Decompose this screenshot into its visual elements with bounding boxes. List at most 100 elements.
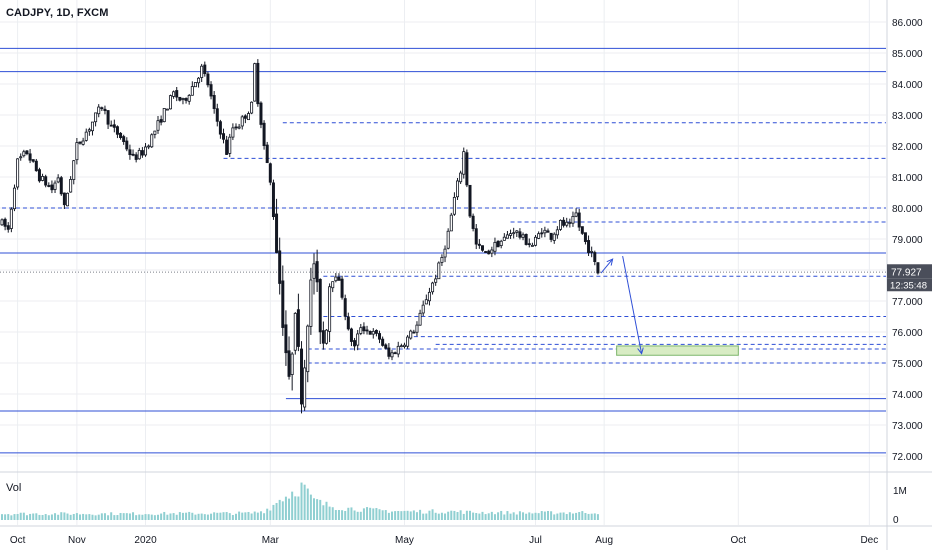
- candle-body: [300, 348, 304, 405]
- volume-bar: [356, 511, 359, 520]
- candle-body: [381, 338, 385, 346]
- volume-bar: [440, 512, 443, 520]
- time-tick-label: Dec: [860, 535, 878, 546]
- candle-body: [512, 232, 516, 235]
- price-tick-label: 84.000: [892, 80, 923, 91]
- volume-bar: [537, 513, 540, 520]
- volume-bar: [372, 508, 375, 520]
- volume-bar: [387, 512, 390, 520]
- volume-bar: [241, 512, 244, 520]
- volume-bar: [596, 514, 599, 520]
- candle-body: [356, 333, 360, 346]
- volume-bar: [581, 511, 584, 520]
- candle-body: [178, 96, 182, 101]
- candle-body: [490, 249, 494, 254]
- volume-bar: [210, 513, 213, 520]
- volume-bar: [394, 511, 397, 520]
- candle-body: [109, 124, 113, 127]
- price-tick-label: 86.000: [892, 18, 923, 29]
- candle-body: [384, 344, 388, 349]
- candle-body: [296, 309, 300, 347]
- volume-bar: [453, 510, 456, 520]
- candle-body: [90, 121, 94, 132]
- candle-body: [22, 151, 26, 157]
- volume-bar: [100, 513, 103, 520]
- candle-body: [462, 151, 466, 175]
- symbol-title: CADJPY, 1D, FXCM: [6, 7, 109, 19]
- candle-body: [587, 240, 591, 253]
- candle-body: [97, 106, 101, 115]
- volume-bar: [22, 512, 25, 520]
- candle-body: [509, 233, 513, 236]
- volume-bar: [475, 513, 478, 520]
- volume-bar: [353, 510, 356, 520]
- volume-bar: [568, 512, 571, 520]
- candle-body: [359, 327, 363, 334]
- candle-body: [225, 139, 229, 155]
- candle-body: [278, 250, 282, 284]
- volume-bar: [422, 513, 425, 520]
- price-tick-label: 76.000: [892, 328, 923, 339]
- candle-body: [106, 110, 110, 125]
- candle-body: [577, 212, 581, 228]
- volume-bar: [528, 512, 531, 520]
- volume-bar: [163, 511, 166, 520]
- candle-body: [3, 218, 7, 227]
- volume-bar: [525, 513, 528, 520]
- volume-bar: [25, 515, 28, 520]
- volume-bar: [82, 513, 85, 520]
- volume-bar: [44, 514, 47, 520]
- volume-bar: [38, 514, 41, 520]
- countdown-label: 12:35:48: [890, 280, 927, 291]
- volume-bar: [547, 510, 549, 520]
- volume-bar: [35, 513, 38, 520]
- volume-bar: [250, 513, 253, 520]
- candle-body: [440, 257, 444, 263]
- volume-bar: [138, 514, 141, 520]
- candle-body: [200, 65, 204, 78]
- price-tick-label: 82.000: [892, 142, 923, 153]
- volume-bar: [309, 494, 312, 520]
- volume-bar: [107, 515, 110, 520]
- volume-bar: [125, 513, 128, 520]
- candle-body: [465, 152, 469, 186]
- volume-bar: [425, 513, 428, 520]
- price-tick-label: 83.000: [892, 111, 923, 122]
- volume-bar: [328, 506, 331, 520]
- candle-body: [137, 149, 141, 160]
- volume-bar: [50, 514, 53, 520]
- candle-body: [50, 184, 54, 191]
- volume-bar: [235, 513, 237, 520]
- volume-bar: [47, 515, 50, 520]
- candle-body: [168, 95, 172, 110]
- candle-body: [530, 244, 534, 247]
- candle-body: [190, 86, 194, 96]
- volume-bar: [181, 512, 184, 520]
- volume-bar: [294, 496, 297, 520]
- volume-bar: [515, 514, 518, 520]
- volume-bar: [244, 512, 247, 520]
- volume-bar: [4, 514, 7, 520]
- volume-bar: [247, 511, 250, 520]
- volume-bar: [213, 512, 216, 520]
- candle-body: [41, 176, 45, 181]
- candle-body: [524, 233, 528, 245]
- candle-body: [321, 330, 325, 344]
- volume-bar: [79, 514, 81, 520]
- price-tick-label: 72.000: [892, 452, 923, 463]
- volume-bar: [10, 515, 13, 520]
- candle-body: [81, 140, 85, 145]
- volume-bar: [341, 510, 344, 520]
- volume-bar: [306, 488, 309, 520]
- time-tick-label: Mar: [262, 535, 280, 546]
- candle-body: [215, 108, 219, 122]
- candle-body: [140, 150, 144, 156]
- candle-body: [518, 231, 522, 238]
- volume-bar: [281, 501, 284, 520]
- volume-bar: [288, 498, 291, 520]
- volume-bar: [103, 513, 106, 520]
- volume-bar: [490, 511, 493, 520]
- candle-body: [562, 219, 566, 226]
- volume-bar: [344, 510, 347, 520]
